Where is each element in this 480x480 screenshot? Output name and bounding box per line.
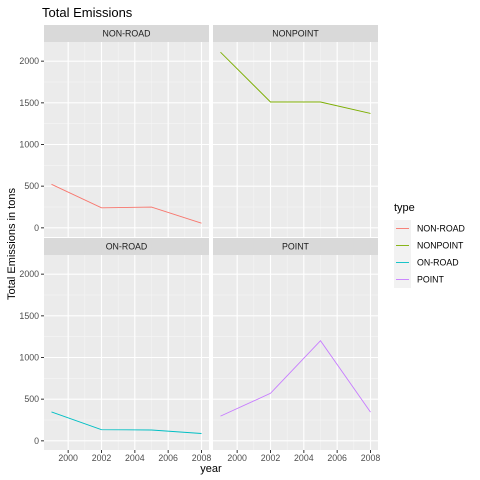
legend: type NON-ROAD NONPOINT ON-ROAD POINT bbox=[394, 202, 465, 288]
facet-panel-nonpoint: NONPOINT bbox=[213, 25, 378, 237]
y-tick-label: 2000 bbox=[19, 56, 39, 66]
x-tick-label: 2000 bbox=[58, 453, 78, 463]
facet-strip-point bbox=[213, 238, 378, 255]
legend-label: POINT bbox=[417, 275, 445, 285]
facet-panels: NON-ROAD 0 500 1000 1500 2000 NONPOINT ON-ROAD 0… bbox=[19, 25, 380, 463]
x-tick-label: 2008 bbox=[361, 453, 381, 463]
legend-label: NONPOINT bbox=[417, 241, 464, 251]
panel-background bbox=[213, 255, 378, 450]
x-tick-label: 2006 bbox=[327, 453, 347, 463]
legend-title: type bbox=[394, 202, 415, 214]
legend-item-on-road: ON-ROAD bbox=[394, 254, 459, 271]
x-tick-label: 2002 bbox=[261, 453, 281, 463]
facet-strip-label-nonpoint: NONPOINT bbox=[272, 29, 319, 39]
facet-strip-label-point: POINT bbox=[282, 242, 310, 252]
facet-panel-non-road: NON-ROAD 0 500 1000 1500 2000 bbox=[19, 25, 209, 237]
x-tick-label: 2000 bbox=[227, 453, 247, 463]
legend-item-point: POINT bbox=[394, 271, 445, 288]
x-tick-label: 2002 bbox=[92, 453, 112, 463]
legend-label: NON-ROAD bbox=[417, 224, 465, 234]
y-tick-label: 500 bbox=[24, 181, 39, 191]
facet-strip-label-non-road: NON-ROAD bbox=[103, 29, 151, 39]
x-tick-label: 2004 bbox=[125, 453, 145, 463]
panel-background bbox=[213, 42, 378, 237]
x-axis-title: year bbox=[200, 463, 222, 475]
facet-strip-on-road bbox=[44, 238, 209, 255]
legend-item-nonpoint: NONPOINT bbox=[394, 237, 464, 254]
y-tick-label: 1000 bbox=[19, 353, 39, 363]
chart-title: Total Emissions bbox=[42, 5, 133, 20]
facet-panel-on-road: ON-ROAD 0 500 1000 1500 2000 2000 2002 2004 2006 2… bbox=[19, 238, 211, 463]
legend-label: ON-ROAD bbox=[417, 258, 459, 268]
series-line-nonpoint bbox=[220, 51, 371, 114]
x-tick-label: 2008 bbox=[192, 453, 212, 463]
y-tick-label: 0 bbox=[34, 436, 39, 446]
y-axis-title: Total Emissions in tons bbox=[6, 188, 18, 300]
panel-background bbox=[44, 255, 209, 450]
x-tick-label: 2006 bbox=[158, 453, 178, 463]
y-tick-label: 1500 bbox=[19, 98, 39, 108]
series-line-point bbox=[220, 339, 371, 417]
facet-strip-non-road bbox=[44, 25, 209, 42]
y-tick-label: 500 bbox=[24, 394, 39, 404]
series-line-on-road bbox=[51, 411, 202, 434]
x-tick-label: 2004 bbox=[294, 453, 314, 463]
series-line-non-road bbox=[51, 183, 202, 224]
facet-strip-nonpoint bbox=[213, 25, 378, 42]
facet-panel-point: POINT 2000 2002 2004 2006 2008 bbox=[213, 238, 380, 463]
y-tick-label: 0 bbox=[34, 223, 39, 233]
y-tick-label: 2000 bbox=[19, 269, 39, 279]
legend-item-non-road: NON-ROAD bbox=[394, 220, 465, 237]
y-tick-label: 1500 bbox=[19, 311, 39, 321]
y-tick-label: 1000 bbox=[19, 140, 39, 150]
facet-strip-label-on-road: ON-ROAD bbox=[106, 242, 148, 252]
panel-background bbox=[44, 42, 209, 237]
